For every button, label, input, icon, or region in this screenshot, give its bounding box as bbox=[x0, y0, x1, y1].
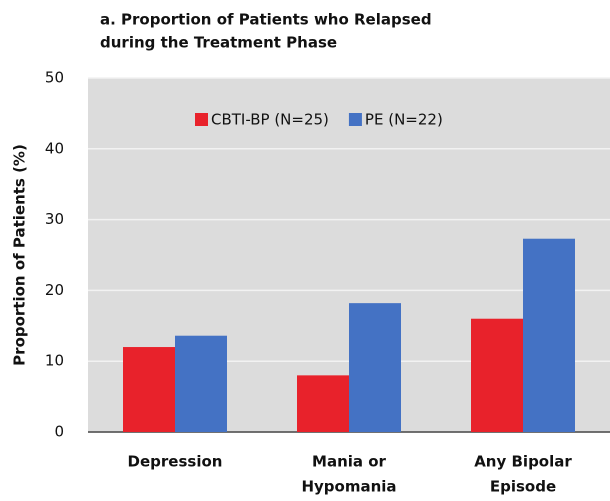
chart-title: during the Treatment Phase bbox=[100, 34, 337, 52]
bar bbox=[297, 375, 349, 432]
legend-label: CBTI-BP (N=25) bbox=[211, 111, 329, 129]
y-tick-label: 30 bbox=[45, 210, 64, 228]
chart-title: a. Proportion of Patients who Relapsed bbox=[100, 11, 432, 29]
bar bbox=[471, 318, 523, 432]
x-tick-label: Hypomania bbox=[301, 478, 396, 496]
x-tick-label: Episode bbox=[490, 478, 556, 496]
y-tick-label: 40 bbox=[45, 139, 64, 157]
y-tick-label: 0 bbox=[54, 423, 64, 441]
bar bbox=[123, 347, 175, 432]
legend-swatch bbox=[348, 113, 362, 126]
bar bbox=[349, 303, 401, 432]
legend-swatch bbox=[195, 113, 208, 126]
y-axis-label: Proportion of Patients (%) bbox=[11, 144, 29, 366]
x-tick-label: Depression bbox=[128, 453, 223, 471]
x-tick-label: Mania or bbox=[312, 453, 387, 471]
legend-label: PE (N=22) bbox=[365, 111, 443, 129]
y-tick-label: 10 bbox=[45, 352, 64, 370]
x-tick-label: Any Bipolar bbox=[474, 453, 572, 471]
bar bbox=[523, 238, 575, 432]
bar bbox=[175, 335, 227, 432]
y-tick-label: 50 bbox=[45, 69, 64, 87]
y-tick-label: 20 bbox=[45, 281, 64, 299]
